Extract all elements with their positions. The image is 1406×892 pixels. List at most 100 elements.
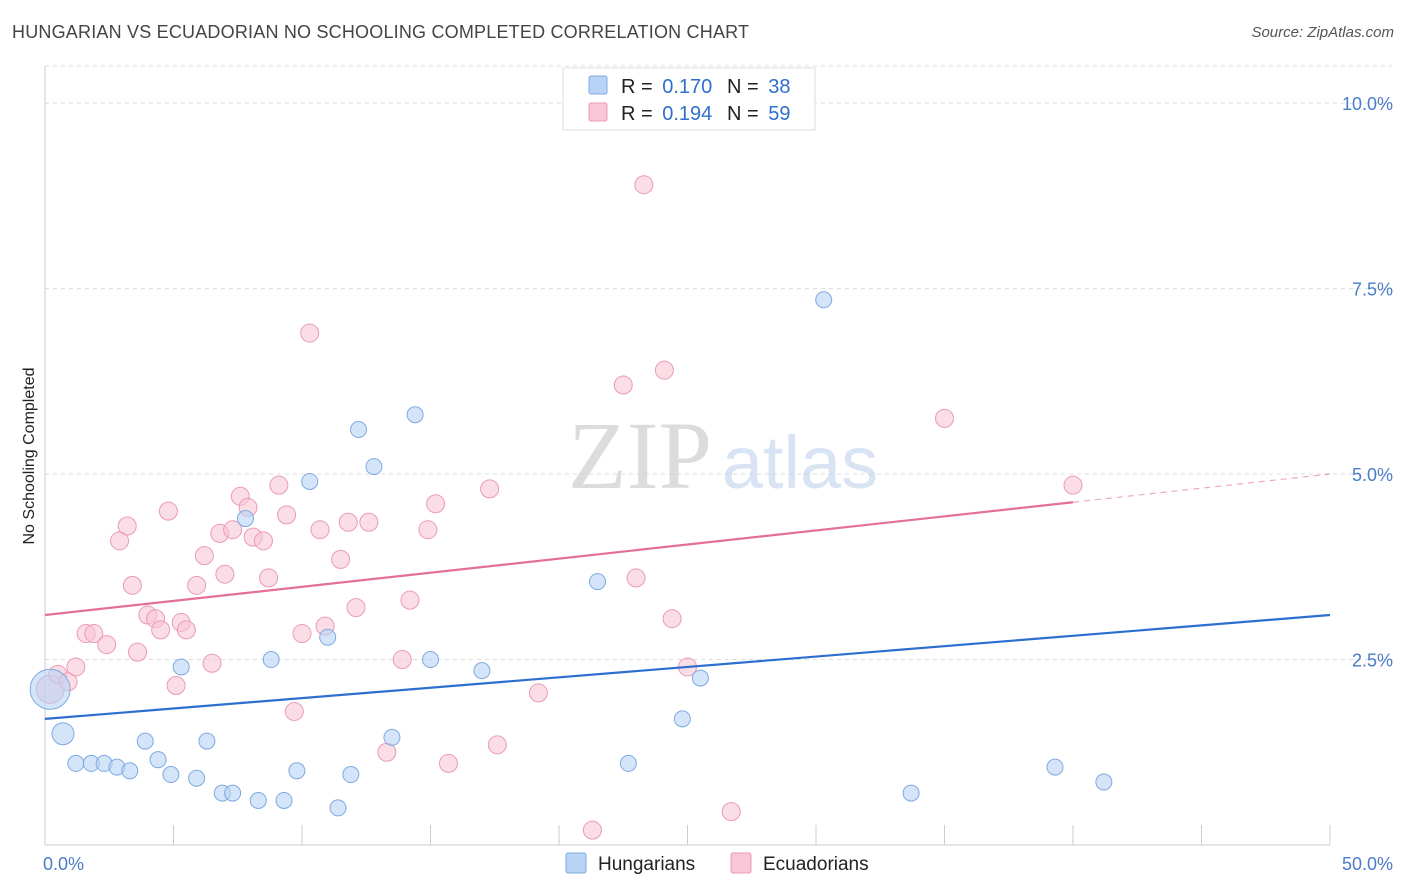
hungarians-point: [188, 769, 206, 787]
ecuadorians-point: [194, 546, 214, 566]
ecuadorians-point: [634, 175, 654, 195]
axes: [44, 66, 1331, 846]
hungarians-point: [902, 784, 920, 802]
ecuadorians-point: [346, 598, 366, 618]
hungarians-point: [329, 799, 347, 817]
hungarians-point: [383, 728, 401, 746]
legend-r-label-2: R =: [621, 103, 658, 125]
ecuadorians-point: [215, 564, 235, 584]
hungarians-point: [224, 784, 242, 802]
hungarians-point: [67, 754, 85, 772]
ecuadorians-trend-line: [44, 501, 1074, 617]
y-axis-label: No Schooling Completed: [21, 368, 38, 545]
legend-n-label-2: N =: [727, 103, 764, 125]
series-swatch-ecuadorians: [730, 852, 752, 874]
ecuadorians-point: [662, 609, 682, 629]
svg-text:N = 59: N = 59: [727, 103, 791, 125]
ecuadorians-point: [359, 512, 379, 532]
ecuadorians-point: [66, 657, 86, 677]
ecuadorians-point: [202, 653, 222, 673]
legend-n-value-2: 59: [768, 103, 790, 125]
hungarians-point: [136, 732, 154, 750]
series-swatch-hungarians: [565, 852, 587, 874]
trend-lines: [44, 473, 1331, 720]
legend-r-value-1: 0.170: [662, 76, 712, 98]
ecuadorians-point: [158, 501, 178, 521]
source-label: Source: ZipAtlas.com: [1251, 24, 1394, 41]
hungarians-point: [51, 722, 75, 746]
ecuadorians-point: [487, 735, 507, 755]
hungarians-point: [673, 710, 691, 728]
legend-r-value-2: 0.194: [662, 103, 712, 125]
svg-text:N = 38: N = 38: [727, 76, 791, 98]
hungarians-trend-line: [44, 613, 1331, 720]
ecuadorians-point: [122, 575, 142, 595]
svg-text:R = 0.194: R = 0.194: [621, 103, 712, 125]
y-tick-label: 5.0%: [1352, 465, 1393, 485]
hungarians-point: [29, 668, 71, 710]
hungarians-point: [198, 732, 216, 750]
ecuadorians-point: [1063, 475, 1083, 495]
hungarians-point: [249, 791, 267, 809]
y-tick-label: 7.5%: [1352, 280, 1393, 300]
watermark-atlas: atlas: [722, 421, 878, 504]
hungarians-point: [1095, 773, 1113, 791]
ecuadorians-point: [480, 479, 500, 499]
ecuadorians-point: [128, 642, 148, 662]
ecuadorians-trend-extension: [1072, 473, 1331, 503]
hungarians-point: [149, 751, 167, 769]
ecuadorians-points: [35, 175, 1083, 840]
ecuadorians-point: [418, 520, 438, 540]
ecuadorians-point: [117, 516, 137, 536]
hungarians-point: [350, 421, 368, 439]
ecuadorians-point: [377, 742, 397, 762]
ecuadorians-point: [400, 590, 420, 610]
hungarians-point: [422, 651, 439, 669]
svg-text:R = 0.170: R = 0.170: [621, 76, 712, 98]
ecuadorians-point: [582, 820, 602, 840]
hungarians-point: [1046, 758, 1064, 776]
legend-swatch-ecuadorians: [588, 102, 608, 122]
hungarians-point: [301, 472, 319, 490]
hungarians-point: [473, 662, 491, 680]
hungarians-point: [406, 406, 424, 424]
hungarians-point: [589, 573, 607, 591]
series-name-ecuadorians: Ecuadorians: [763, 854, 869, 875]
chart-title: HUNGARIAN VS ECUADORIAN NO SCHOOLING COM…: [12, 22, 750, 42]
series-legend: Hungarians Ecuadorians: [565, 852, 869, 875]
watermark: ZIP atlas: [568, 402, 878, 509]
legend-n-value-1: 38: [768, 76, 790, 98]
ecuadorians-point: [284, 701, 304, 721]
ecuadorians-point: [338, 512, 358, 532]
watermark-zip: ZIP: [568, 402, 712, 509]
stats-legend: R = 0.170 N = 38 R = 0.194 N = 59: [562, 67, 816, 131]
ecuadorians-point: [613, 375, 633, 395]
hungarians-points: [29, 291, 1113, 817]
hungarians-point: [172, 658, 190, 676]
ecuadorians-point: [166, 675, 186, 695]
ecuadorians-point: [426, 494, 446, 514]
ecuadorians-point: [654, 360, 674, 380]
ecuadorians-point: [97, 635, 117, 655]
ecuadorians-point: [438, 753, 458, 773]
ecuadorians-point: [187, 575, 207, 595]
hungarians-point: [236, 510, 254, 528]
ecuadorians-point: [721, 802, 741, 822]
ecuadorians-point: [277, 505, 297, 525]
grid-lines: [45, 65, 1392, 661]
hungarians-point: [288, 762, 306, 780]
x-tick-label: 0.0%: [43, 854, 84, 874]
hungarians-point: [275, 791, 293, 809]
y-tick-labels: 2.5% 5.0% 7.5% 10.0%: [1342, 94, 1393, 670]
ecuadorians-point: [331, 549, 351, 569]
hungarians-point: [342, 766, 360, 784]
x-tick-label: 50.0%: [1342, 854, 1393, 874]
ecuadorians-point: [223, 520, 243, 540]
legend-r-label-1: R =: [621, 76, 658, 98]
ecuadorians-point: [528, 683, 548, 703]
ecuadorians-point: [392, 650, 412, 670]
ecuadorians-point: [310, 520, 330, 540]
hungarians-point: [319, 628, 337, 646]
ecuadorians-point: [626, 568, 646, 588]
